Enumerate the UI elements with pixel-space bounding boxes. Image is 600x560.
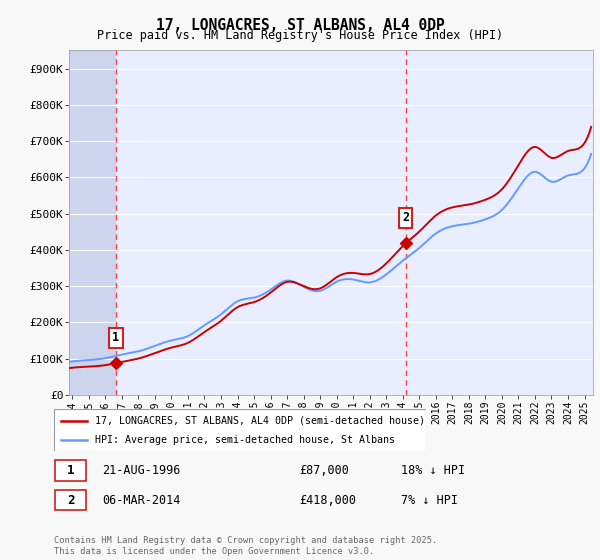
- Text: 7% ↓ HPI: 7% ↓ HPI: [401, 493, 458, 507]
- Text: £418,000: £418,000: [299, 493, 356, 507]
- FancyBboxPatch shape: [55, 460, 86, 480]
- Text: 2: 2: [67, 493, 74, 507]
- Text: 17, LONGACRES, ST ALBANS, AL4 0DP: 17, LONGACRES, ST ALBANS, AL4 0DP: [155, 18, 445, 33]
- Bar: [69, 50, 116, 395]
- Text: 1: 1: [67, 464, 74, 477]
- Text: 2: 2: [402, 211, 409, 225]
- Text: 18% ↓ HPI: 18% ↓ HPI: [401, 464, 465, 477]
- Text: 06-MAR-2014: 06-MAR-2014: [102, 493, 181, 507]
- Text: £87,000: £87,000: [299, 464, 350, 477]
- FancyBboxPatch shape: [54, 409, 426, 451]
- Text: 17, LONGACRES, ST ALBANS, AL4 0DP (semi-detached house): 17, LONGACRES, ST ALBANS, AL4 0DP (semi-…: [95, 416, 425, 426]
- Text: HPI: Average price, semi-detached house, St Albans: HPI: Average price, semi-detached house,…: [95, 435, 395, 445]
- Text: 21-AUG-1996: 21-AUG-1996: [102, 464, 181, 477]
- Text: Price paid vs. HM Land Registry's House Price Index (HPI): Price paid vs. HM Land Registry's House …: [97, 29, 503, 42]
- Text: Contains HM Land Registry data © Crown copyright and database right 2025.
This d: Contains HM Land Registry data © Crown c…: [54, 536, 437, 556]
- Text: 1: 1: [112, 332, 119, 344]
- FancyBboxPatch shape: [55, 490, 86, 510]
